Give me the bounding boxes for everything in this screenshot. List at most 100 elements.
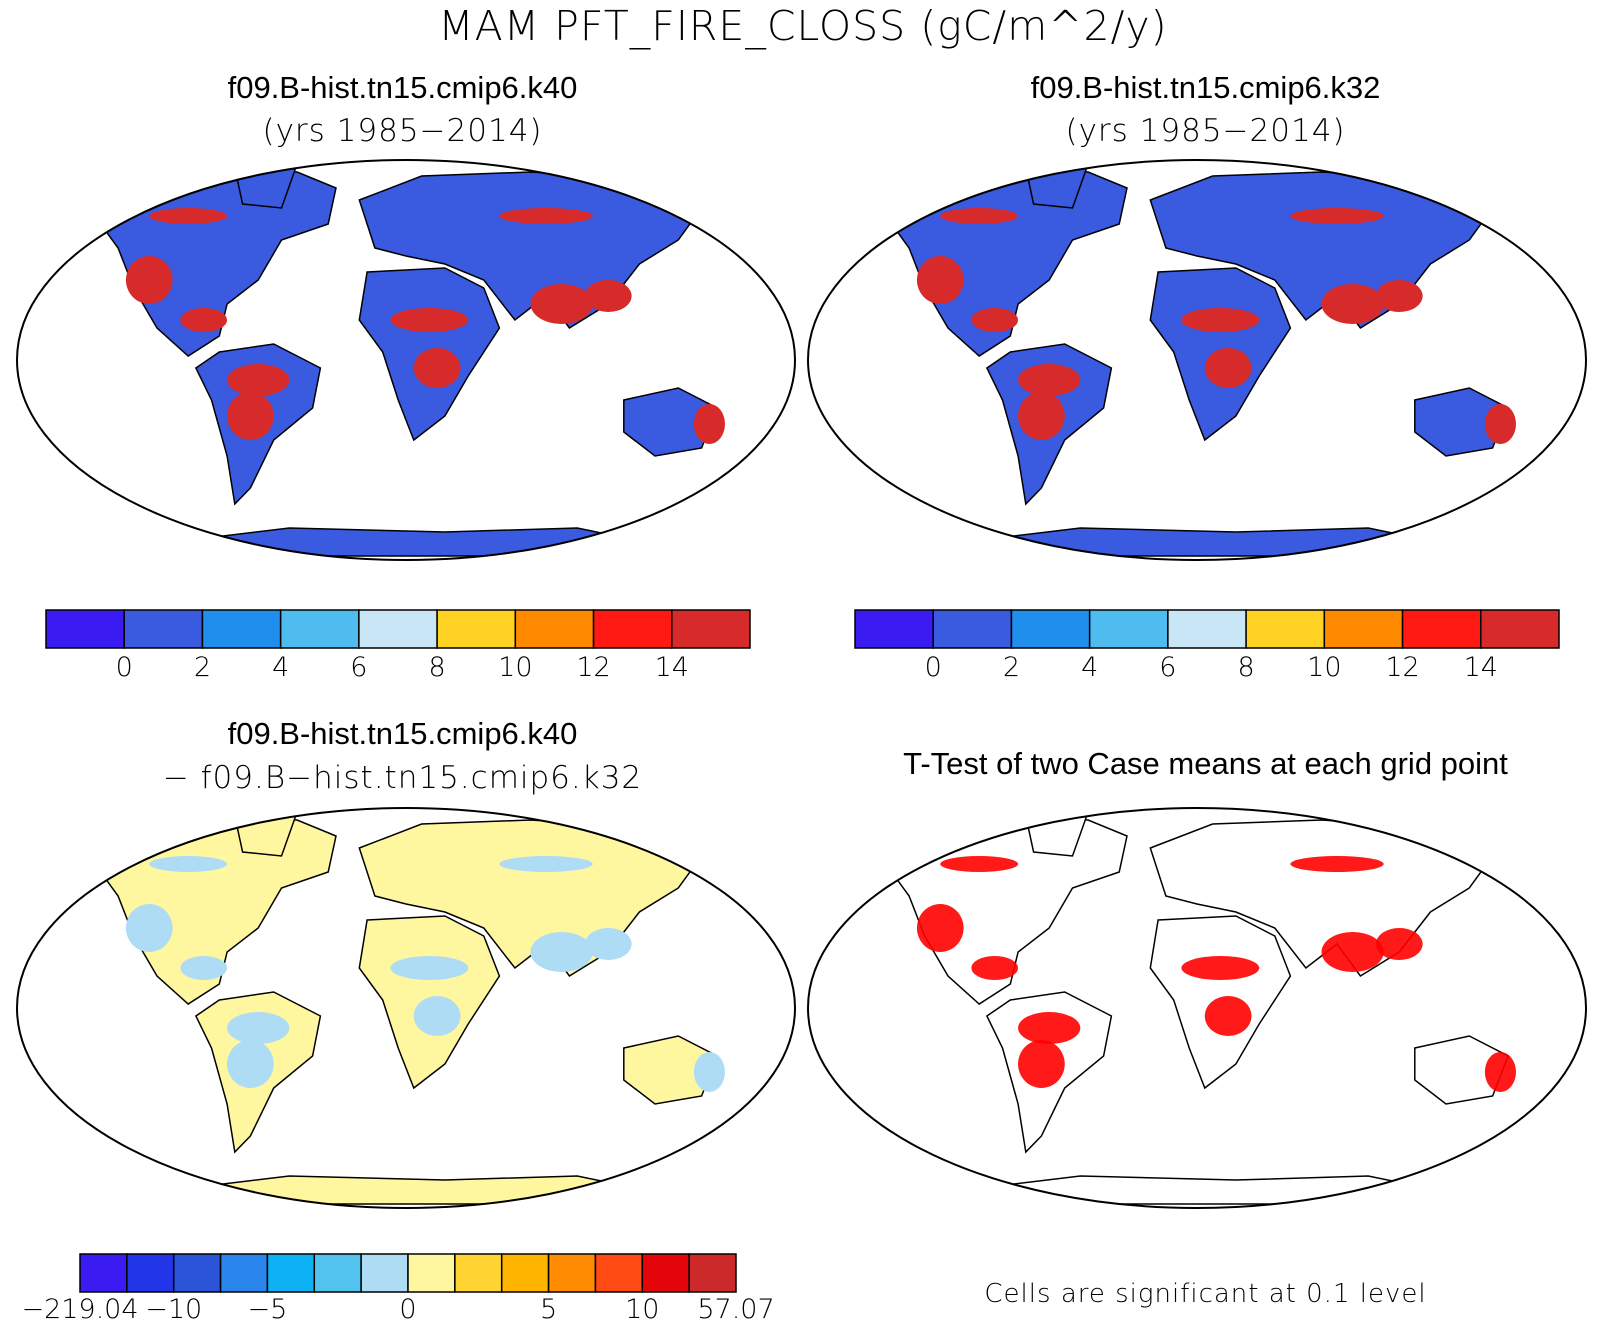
continent-antarctica (947, 1175, 1447, 1205)
colorbar-tick-label: −219.04 (21, 1294, 139, 1325)
colorbar-swatch (1245, 609, 1326, 649)
hotspot (390, 956, 469, 980)
colorbar-swatch (219, 1253, 269, 1293)
colorbar-swatch (854, 609, 934, 649)
colorbar-tick-label: 0 (115, 652, 133, 683)
colorbar-swatch (547, 1253, 597, 1293)
hotspot (499, 856, 593, 872)
colorbar-swatch (123, 609, 204, 649)
colorbar-tick-label: 2 (193, 652, 212, 683)
panel-ttest-title: T-Test of two Case means at each grid po… (903, 746, 1508, 781)
hotspot (1321, 932, 1384, 972)
hotspot (227, 392, 274, 440)
hotspot (916, 904, 964, 952)
hotspot (1181, 308, 1260, 332)
colorbar-swatch (313, 1253, 362, 1293)
hotspot (1018, 1012, 1081, 1044)
colorbar-tick-label: −5 (247, 1294, 288, 1325)
colorbar-swatch (79, 1253, 128, 1293)
colorbar-tick-label: 14 (654, 652, 689, 683)
colorbar-swatch (201, 609, 282, 649)
hotspot (1018, 364, 1081, 396)
hotspot (916, 256, 964, 304)
colorbar-swatch (641, 1253, 690, 1293)
hotspot (180, 308, 228, 332)
map-border (16, 159, 796, 561)
hotspot (1484, 404, 1516, 444)
colorbar-swatch (592, 609, 673, 649)
hotspot (971, 956, 1019, 980)
colorbar-swatch (266, 1253, 316, 1293)
continent-antarctica (947, 527, 1447, 557)
colorbar-tick-label: 4 (1081, 652, 1099, 683)
hotspot (971, 308, 1019, 332)
continent-australia (623, 387, 719, 457)
continent-australia (1414, 387, 1510, 457)
colorbar-swatch (514, 609, 595, 649)
continent-australia (1414, 1035, 1510, 1105)
colorbar-swatch (500, 1253, 550, 1293)
hotspot (584, 280, 632, 312)
colorbar-tick-label: 14 (1463, 652, 1498, 683)
hotspot (413, 348, 461, 388)
colorbar-swatch (1480, 609, 1560, 649)
continent-antarctica (156, 527, 656, 557)
hotspot (227, 1012, 290, 1044)
hotspot (1181, 956, 1260, 980)
hotspot (499, 208, 593, 224)
map-border (807, 807, 1587, 1209)
colorbar-swatch (1323, 609, 1404, 649)
hotspot (1204, 996, 1252, 1036)
map-border (807, 159, 1587, 561)
hotspot (227, 1040, 274, 1088)
hotspot (1321, 284, 1384, 324)
colorbar-tick-label: 4 (272, 652, 290, 683)
colorbar-tick-label: 8 (428, 652, 446, 683)
colorbar-tick-label: 12 (1385, 652, 1420, 683)
colorbar-swatch (358, 609, 438, 649)
colorbar-k32-ticks: 0 2 4 6 8 10 12 14 (855, 652, 1559, 688)
hotspot (530, 284, 593, 324)
hotspot (125, 904, 173, 952)
colorbar-tick-label: 10 (1307, 652, 1342, 683)
panel-diff-title: f09.B-hist.tn15.cmip6.k40 (227, 716, 578, 751)
hotspot (1018, 1040, 1065, 1088)
colorbar-tick-label: 8 (1237, 652, 1255, 683)
hotspot (584, 928, 632, 960)
panel-k32-title: f09.B-hist.tn15.cmip6.k32 (1030, 70, 1381, 105)
colorbar-swatch (1088, 609, 1169, 649)
colorbar-k40-ticks: 0 2 4 6 8 10 12 14 (46, 652, 750, 688)
hotspot (940, 856, 1019, 872)
colorbar-swatch (454, 1253, 503, 1293)
hotspot (1484, 1052, 1516, 1092)
colorbar-diff (79, 1253, 737, 1293)
colorbar-tick-label: 0 (924, 652, 942, 683)
continent-antarctica (156, 1175, 656, 1205)
colorbar-diff-ticks: −219.04 −10 −5 0 5 10 57.07 (21, 1294, 774, 1327)
colorbar-swatch (1401, 609, 1482, 649)
colorbar-swatch (594, 1253, 644, 1293)
colorbar-swatch (671, 609, 751, 649)
hotspot (1290, 856, 1384, 872)
colorbar-swatch (407, 1253, 456, 1293)
colorbar-tick-label: 10 (625, 1294, 660, 1325)
colorbar-tick-label: 0 (399, 1294, 417, 1325)
hotspot (940, 208, 1019, 224)
colorbar-k40 (45, 609, 751, 649)
panel-k40-subtitle: (yrs 1985−2014) (262, 113, 543, 149)
hotspot (413, 996, 461, 1036)
hotspot (390, 308, 469, 332)
panel-k40-title: f09.B-hist.tn15.cmip6.k40 (227, 70, 578, 105)
hotspot (693, 1052, 725, 1092)
hotspot (227, 364, 290, 396)
panel-k32-subtitle: (yrs 1985−2014) (1065, 113, 1346, 149)
colorbar-swatch (279, 609, 360, 649)
hotspot (1375, 928, 1423, 960)
colorbar-tick-label: 12 (576, 652, 611, 683)
colorbar-swatch (172, 1253, 222, 1293)
colorbar-swatch (1167, 609, 1247, 649)
figure-title: MAM PFT_FIRE_CLOSS (gC/m^2/y) (438, 2, 1168, 50)
colorbar-tick-label: 2 (1002, 652, 1021, 683)
colorbar-tick-label: 57.07 (697, 1294, 775, 1325)
